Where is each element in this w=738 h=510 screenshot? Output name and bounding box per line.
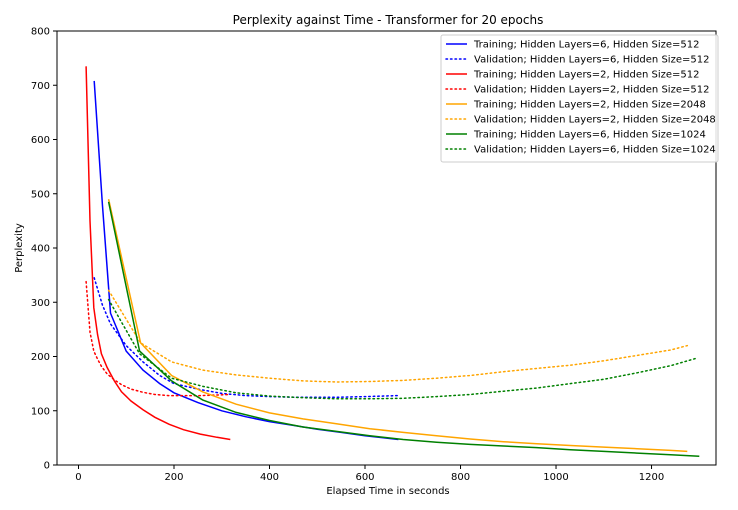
x-axis-title: Elapsed Time in seconds bbox=[326, 486, 449, 497]
x-tick-label: 0 bbox=[75, 472, 81, 483]
legend-label: Validation; Hidden Layers=6, Hidden Size… bbox=[474, 145, 716, 156]
x-tick-label: 600 bbox=[355, 472, 374, 483]
series-line-6 bbox=[107, 289, 689, 383]
y-axis: 0 100 200 300 400 500 600 700 800 bbox=[31, 27, 57, 472]
legend-label: Validation; Hidden Layers=6, Hidden Size… bbox=[474, 55, 709, 66]
series-line-2 bbox=[93, 277, 400, 398]
series-layer bbox=[85, 66, 700, 458]
legend-box bbox=[440, 34, 719, 163]
legend-label: Training; Hidden Layers=6, Hidden Size=5… bbox=[473, 40, 700, 51]
series-line-8 bbox=[107, 298, 698, 400]
legend-label: Training; Hidden Layers=2, Hidden Size=2… bbox=[473, 100, 706, 111]
x-tick-label: 1000 bbox=[543, 472, 568, 483]
legend: Training; Hidden Layers=6, Hidden Size=5… bbox=[440, 34, 719, 163]
legend-label: Validation; Hidden Layers=2, Hidden Size… bbox=[474, 85, 709, 96]
y-tick-label: 300 bbox=[31, 298, 50, 309]
x-axis: 0 200 400 600 800 1000 1200 bbox=[75, 465, 664, 483]
y-tick-label: 700 bbox=[31, 81, 50, 92]
chart-title: Perplexity against Time - Transformer fo… bbox=[233, 13, 544, 27]
legend-label: Validation; Hidden Layers=2, Hidden Size… bbox=[474, 115, 716, 126]
y-tick-label: 400 bbox=[31, 244, 50, 255]
y-tick-label: 200 bbox=[31, 352, 50, 363]
y-tick-label: 500 bbox=[31, 189, 50, 200]
y-tick-label: 0 bbox=[44, 461, 50, 472]
series-line-7 bbox=[107, 201, 700, 458]
legend-label: Training; Hidden Layers=6, Hidden Size=1… bbox=[473, 130, 706, 141]
series-line-5 bbox=[107, 199, 688, 453]
x-tick-label: 200 bbox=[164, 472, 183, 483]
y-tick-label: 600 bbox=[31, 135, 50, 146]
y-tick-label: 100 bbox=[31, 406, 50, 417]
legend-label: Training; Hidden Layers=2, Hidden Size=5… bbox=[473, 70, 700, 81]
x-tick-label: 800 bbox=[451, 472, 470, 483]
series-line-3 bbox=[85, 66, 231, 441]
series-line-4 bbox=[85, 280, 232, 397]
y-tick-label: 800 bbox=[31, 27, 50, 38]
x-tick-label: 400 bbox=[260, 472, 279, 483]
x-tick-label: 1200 bbox=[639, 472, 664, 483]
y-axis-title: Perplexity bbox=[14, 223, 25, 273]
